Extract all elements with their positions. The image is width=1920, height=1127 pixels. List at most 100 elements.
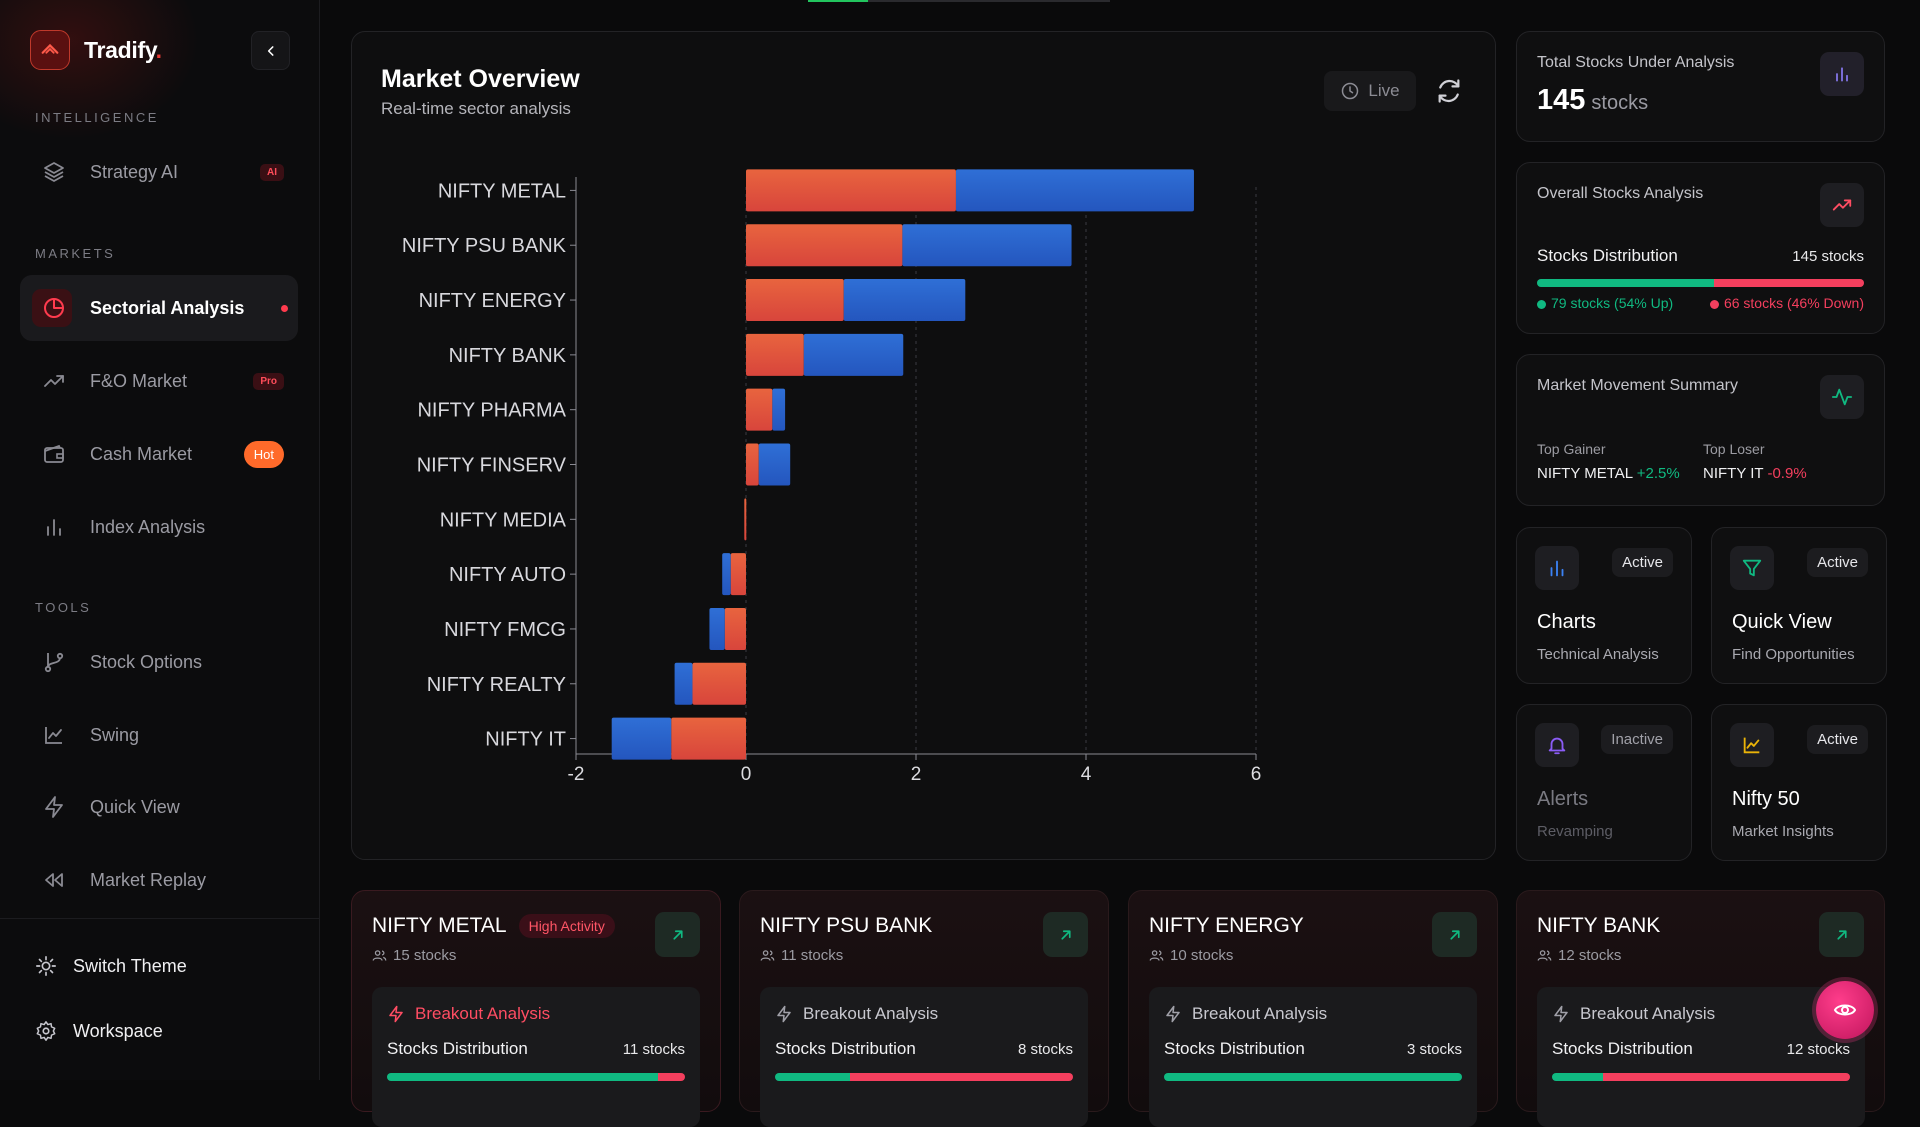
sector-card-nifty-metal[interactable]: NIFTY METAL High Activity 15 stocks Break…	[351, 890, 721, 1127]
sidebar-item-market-replay[interactable]: Market Replay	[20, 847, 298, 913]
tool-card-alerts[interactable]: Inactive Alerts Revamping	[1516, 704, 1692, 861]
breakout-analysis-card: Breakout Analysis Stocks Distribution 8 …	[760, 987, 1088, 1127]
distribution-count: 3 stocks	[1406, 1041, 1462, 1058]
sidebar-item-cash-market[interactable]: Cash Market Hot	[20, 421, 298, 487]
up-legend: 79 stocks (54% Up)	[1537, 295, 1673, 311]
sector-name: NIFTY METAL High Activity	[372, 914, 615, 938]
switch-theme-button[interactable]: Switch Theme	[35, 955, 187, 977]
trending-up-icon	[1832, 199, 1852, 211]
tool-subtitle: Find Opportunities	[1732, 646, 1855, 663]
breakout-analysis-card: Breakout Analysis Stocks Distribution 3 …	[1149, 987, 1477, 1127]
bar-segment-orange	[744, 498, 747, 541]
brand[interactable]: Tradify.	[30, 30, 162, 70]
total-stocks-card: Total Stocks Under Analysis 145 stocks	[1516, 31, 1885, 142]
hot-badge: Hot	[243, 440, 284, 468]
sidebar-item-label: Index Analysis	[90, 516, 206, 537]
workspace-button[interactable]: Workspace	[35, 1020, 163, 1042]
market-overview-chart: -2 0 2 4 6 NIFTY METAL NIFTY PSU BANK NIFTY ENE…	[402, 169, 1261, 785]
sector-name: NIFTY ENERGY	[1149, 914, 1304, 937]
sidebar-item-index-analysis[interactable]: Index Analysis	[20, 494, 298, 560]
sidebar-item-fno-market[interactable]: F&O Market Pro	[20, 348, 298, 414]
sidebar-item-label: Strategy AI	[90, 161, 179, 182]
tool-card-quick-view[interactable]: Active Quick View Find Opportunities	[1711, 527, 1887, 684]
floating-view-button[interactable]	[1816, 981, 1874, 1039]
open-sector-button[interactable]	[655, 912, 700, 957]
bar-segment-orange	[724, 607, 746, 650]
refresh-icon[interactable]	[1435, 77, 1463, 105]
distribution-bar	[775, 1073, 1073, 1081]
breakout-label: Breakout Analysis	[775, 1004, 938, 1024]
top-loading-bar-fill	[808, 0, 868, 2]
sector-name: NIFTY BANK	[1537, 914, 1661, 937]
tradify-logo-icon	[30, 30, 70, 70]
distribution-label: Stocks Distribution	[1164, 1039, 1305, 1058]
distribution-label: Stocks Distribution	[775, 1039, 916, 1058]
market-movement-card: Market Movement Summary Top Gainer NIFTY…	[1516, 354, 1885, 506]
zap-icon	[45, 796, 63, 818]
sidebar-item-strategy-ai[interactable]: Strategy AI AI	[20, 139, 298, 205]
pie-chart-icon	[44, 298, 64, 318]
bar-segment-blue	[674, 662, 693, 705]
distribution-up-segment	[1537, 279, 1714, 287]
open-sector-button[interactable]	[1819, 912, 1864, 957]
down-legend: 66 stocks (46% Down)	[1709, 295, 1864, 311]
y-tick-label: NIFTY PHARMA	[417, 400, 566, 422]
chart-subtitle: Real-time sector analysis	[381, 99, 571, 118]
breakout-label: Breakout Analysis	[387, 1004, 550, 1024]
overall-dist-label: Stocks Distribution	[1537, 246, 1678, 265]
bell-icon	[1548, 737, 1566, 755]
sidebar-item-swing[interactable]: Swing	[20, 702, 298, 768]
bar-chart-icon	[1836, 67, 1848, 82]
switch-theme-label: Switch Theme	[73, 955, 187, 976]
line-chart-icon	[45, 727, 62, 744]
activity-icon	[1831, 388, 1853, 406]
sidebar-item-sectorial-analysis[interactable]: Sectorial Analysis	[20, 275, 298, 341]
sector-card-nifty-energy[interactable]: NIFTY ENERGY 10 stocks Breakout Analysis…	[1128, 890, 1498, 1127]
collapse-sidebar-button[interactable]	[251, 31, 290, 70]
sector-card-nifty-psu-bank[interactable]: NIFTY PSU BANK 11 stocks Breakout Analys…	[739, 890, 1109, 1127]
section-label-intelligence: INTELLIGENCE	[35, 110, 159, 125]
distribution-down-segment	[1713, 279, 1864, 287]
bar-segment-orange	[746, 169, 956, 212]
top-loser-label: Top Loser	[1703, 441, 1765, 457]
sidebar-item-stock-options[interactable]: Stock Options	[20, 629, 298, 695]
bar-segment-blue	[709, 607, 725, 650]
brand-name: Tradify.	[84, 36, 162, 63]
y-tick-label: NIFTY METAL	[438, 180, 566, 202]
pro-badge: Pro	[253, 372, 284, 390]
open-sector-button[interactable]	[1432, 912, 1477, 957]
overall-icon-box	[1820, 183, 1864, 227]
trending-up-icon	[44, 375, 64, 387]
bar-segment-orange	[746, 443, 759, 486]
y-tick-label: NIFTY ENERGY	[419, 290, 566, 312]
wallet-icon	[44, 444, 64, 463]
arrow-up-right-icon	[1449, 929, 1460, 940]
users-icon	[1537, 950, 1552, 961]
chart-title: Market Overview	[381, 65, 580, 93]
open-sector-button[interactable]	[1043, 912, 1088, 957]
tool-card-charts[interactable]: Active Charts Technical Analysis	[1516, 527, 1692, 684]
bar-segment-orange	[746, 388, 773, 431]
tool-card-nifty-50[interactable]: Active Nifty 50 Market Insights	[1711, 704, 1887, 861]
sidebar-item-quick-view[interactable]: Quick View	[20, 774, 298, 840]
zap-icon	[777, 1005, 791, 1023]
top-gainer-label: Top Gainer	[1537, 441, 1606, 457]
bar-segment-orange	[746, 279, 844, 322]
sidebar: Tradify. INTELLIGENCE Strategy AI AI MAR…	[0, 0, 320, 1080]
y-tick-label: NIFTY AUTO	[449, 564, 566, 586]
sector-stock-count: 12 stocks	[1537, 947, 1621, 964]
sidebar-item-label: F&O Market	[90, 370, 188, 391]
sector-name: NIFTY PSU BANK	[760, 914, 933, 937]
tool-title: Quick View	[1732, 611, 1832, 633]
tool-subtitle: Market Insights	[1732, 823, 1834, 840]
y-tick-label: NIFTY IT	[485, 729, 566, 751]
status-badge: Active	[1807, 725, 1868, 754]
arrow-up-right-icon	[1836, 929, 1847, 940]
total-stocks-label: Total Stocks Under Analysis	[1537, 54, 1735, 71]
bar-segment-blue	[611, 717, 672, 760]
tool-title: Alerts	[1537, 788, 1589, 810]
bar-chart-icon	[1550, 560, 1564, 577]
live-button[interactable]: Live	[1324, 71, 1416, 111]
distribution-up-segment	[387, 1073, 659, 1081]
chevron-left-icon	[267, 45, 274, 56]
